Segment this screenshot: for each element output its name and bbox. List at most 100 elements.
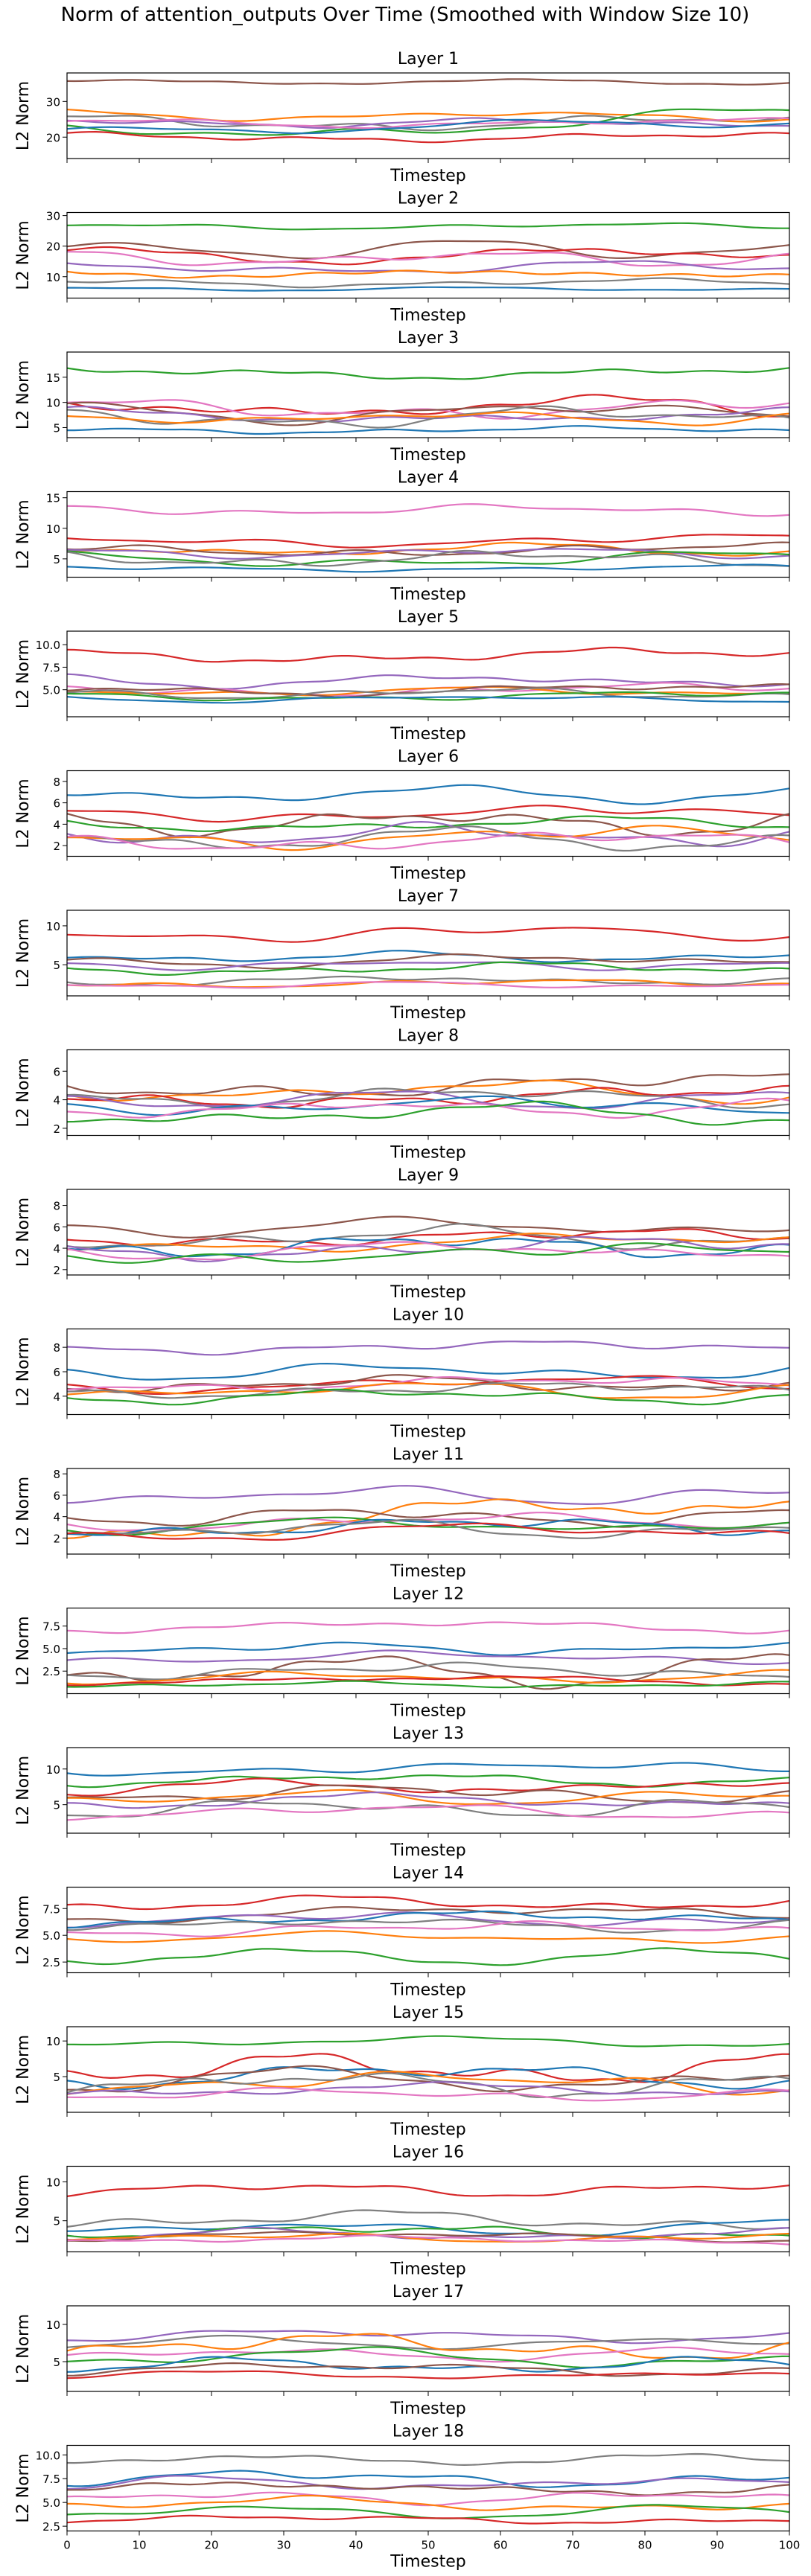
series-line [67,2346,789,2369]
y-tick-label: 30 [46,95,60,109]
series-line [67,2481,789,2496]
y-axis-label: L2 Norm [14,220,33,290]
y-tick-label: 5 [53,2356,60,2369]
series-line [67,961,789,971]
subplot-layer-1: Layer 1 L2 Norm Timestep 20 30 [14,50,790,185]
series-line [67,1215,789,1239]
series-line [67,1804,789,1821]
y-tick-label: 5.0 [42,2496,60,2510]
series-group [67,927,789,989]
subplot-layer-13: Layer 13 L2 Norm Timestep 5 10 [14,1725,790,1860]
y-tick-label: 15 [46,371,60,385]
series-line [67,2081,789,2095]
series-line [67,1641,789,1657]
series-line [67,399,789,420]
series-line [67,927,789,943]
subplot-title: Layer 18 [392,2423,464,2441]
subplot-layer-11: Layer 11 L2 Norm Timestep 2 4 6 8 [14,1445,790,1581]
series-line [67,277,789,289]
series-line [67,2035,789,2048]
series-line [67,2370,789,2380]
series-line [67,1100,789,1126]
x-tick-label: 100 [779,2539,801,2552]
series-line [67,222,789,231]
series-line [67,1382,789,1399]
series-group [67,1762,789,1821]
series-line [67,1090,789,1110]
series-line [67,269,789,279]
series-line [67,2072,789,2098]
y-axis-label: L2 Norm [14,1198,33,1267]
y-tick-label: 2 [53,1122,60,1136]
y-tick-label: 4 [53,1390,60,1404]
subplot-title: Layer 15 [392,2004,464,2022]
y-tick-label: 10 [46,2035,60,2048]
x-tick-label: 70 [565,2539,579,2552]
y-axis-label: L2 Norm [14,1477,33,1546]
figure-title: Norm of attention_outputs Over Time (Smo… [61,4,750,26]
series-line [67,1918,789,1934]
series-line [67,784,789,805]
subplot-layer-14: Layer 14 L2 Norm Timestep 2.5 5.0 7.5 [14,1864,790,2000]
series-line [67,1242,789,1264]
y-axis-label: L2 Norm [14,81,33,150]
series-line [67,953,789,970]
subplot-title: Layer 8 [398,1027,459,1046]
y-tick-label: 10 [46,397,60,410]
x-axis-label: Timestep [389,167,465,185]
subplot-title: Layer 7 [398,887,459,906]
y-tick-label: 5 [53,2071,60,2084]
y-tick-label: 5 [53,2215,60,2228]
subplot-layer-9: Layer 9 L2 Norm Timestep 2 4 6 8 [14,1166,790,1302]
series-group [67,784,789,852]
x-axis-label: Timestep [389,2400,465,2418]
y-tick-label: 8 [53,1468,60,1481]
y-tick-label: 2.5 [42,1665,60,1678]
subplot-title: Layer 14 [392,1864,464,1883]
x-axis-label: Timestep [389,1144,465,1163]
x-axis-label: Timestep [389,1981,465,2000]
x-axis-label: Timestep [389,1004,465,1023]
series-line [67,1762,789,1777]
series-group [67,222,789,292]
series-line [67,1485,789,1506]
series-line [67,2086,789,2102]
y-tick-label: 10 [46,1763,60,1777]
y-tick-label: 4 [53,1511,60,1524]
x-tick-label: 30 [276,2539,290,2552]
y-axis-label: L2 Norm [14,2453,33,2522]
series-line [67,1680,789,1689]
y-tick-label: 15 [46,492,60,505]
series-line [67,1947,789,1966]
x-axis-label: Timestep [389,2120,465,2139]
y-axis-label: L2 Norm [14,2035,33,2104]
subplot-layer-17: Layer 17 L2 Norm Timestep 5 10 [14,2283,790,2418]
y-tick-label: 20 [46,131,60,144]
x-axis-label: Timestep [389,725,465,744]
subplot-title: Layer 6 [398,748,459,767]
series-line [67,805,789,823]
y-tick-label: 8 [53,1200,60,1213]
subplot-layer-5: Layer 5 L2 Norm Timestep 5.0 7.5 10.0 [14,608,790,744]
subplot-layer-15: Layer 15 L2 Norm Timestep 5 10 [14,2004,790,2139]
subplot-title: Layer 13 [392,1725,464,1743]
series-line [67,1798,789,1818]
x-axis-label: Timestep [389,1562,465,1581]
x-axis-label: Timestep [389,865,465,883]
series-line [67,687,789,700]
series-line [67,1073,789,1097]
subplot-title: Layer 2 [398,190,459,208]
y-tick-label: 2 [53,1532,60,1545]
series-line [67,2234,789,2246]
x-axis-label: Timestep [389,1423,465,1442]
series-group [67,78,789,144]
series-line [67,130,789,144]
series-line [67,646,789,663]
y-tick-label: 5.0 [42,684,60,697]
series-line [67,1095,789,1116]
series-group [67,1340,789,1406]
series-line [67,425,789,435]
y-tick-label: 2 [53,1264,60,1277]
y-tick-label: 5 [53,553,60,566]
x-axis-label: Timestep [389,1283,465,1302]
